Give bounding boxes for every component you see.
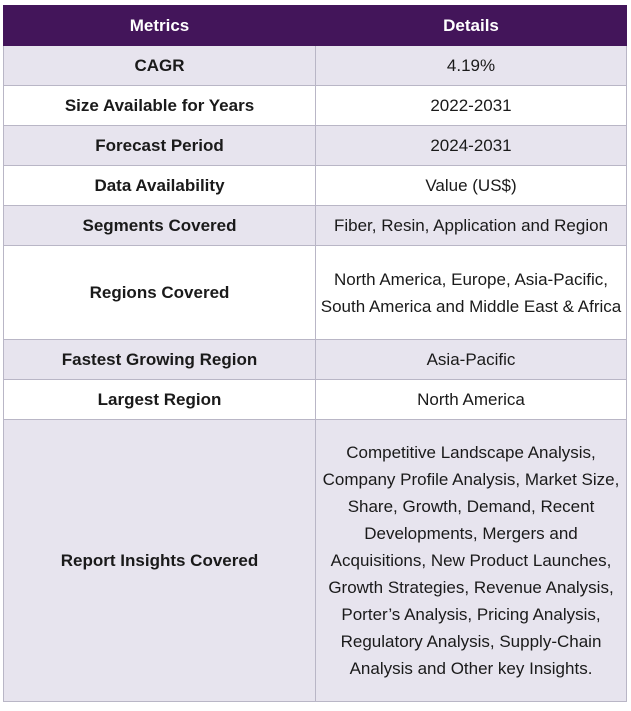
header-metrics: Metrics <box>3 5 316 46</box>
table-row-forecast-period: Forecast Period 2024-2031 <box>3 125 627 166</box>
metric-cell: Size Available for Years <box>3 85 316 126</box>
table-row-regions-covered: Regions Covered North America, Europe, A… <box>3 245 627 340</box>
detail-cell: 4.19% <box>315 45 627 86</box>
detail-cell: 2022-2031 <box>315 85 627 126</box>
table-row-fastest-growing-region: Fastest Growing Region Asia-Pacific <box>3 339 627 380</box>
table-row-size-available: Size Available for Years 2022-2031 <box>3 85 627 126</box>
detail-cell: Competitive Landscape Analysis, Company … <box>315 419 627 702</box>
metric-cell: Largest Region <box>3 379 316 420</box>
metric-cell: CAGR <box>3 45 316 86</box>
table-row-report-insights: Report Insights Covered Competitive Land… <box>3 419 627 702</box>
detail-cell: Fiber, Resin, Application and Region <box>315 205 627 246</box>
metric-cell: Fastest Growing Region <box>3 339 316 380</box>
table-header-row: Metrics Details <box>3 5 627 46</box>
metric-cell: Segments Covered <box>3 205 316 246</box>
detail-cell: 2024-2031 <box>315 125 627 166</box>
header-details: Details <box>315 5 627 46</box>
metric-cell: Report Insights Covered <box>3 419 316 702</box>
report-metrics-table: Metrics Details CAGR 4.19% Size Availabl… <box>3 5 627 702</box>
metric-cell: Regions Covered <box>3 245 316 340</box>
report-metrics-table-container: Metrics Details CAGR 4.19% Size Availabl… <box>3 5 627 702</box>
table-row-data-availability: Data Availability Value (US$) <box>3 165 627 206</box>
table-row-segments-covered: Segments Covered Fiber, Resin, Applicati… <box>3 205 627 246</box>
detail-cell: North America, Europe, Asia-Pacific, Sou… <box>315 245 627 340</box>
detail-cell: North America <box>315 379 627 420</box>
metric-cell: Forecast Period <box>3 125 316 166</box>
metric-cell: Data Availability <box>3 165 316 206</box>
table-row-largest-region: Largest Region North America <box>3 379 627 420</box>
detail-cell: Value (US$) <box>315 165 627 206</box>
table-row-cagr: CAGR 4.19% <box>3 45 627 86</box>
detail-cell: Asia-Pacific <box>315 339 627 380</box>
